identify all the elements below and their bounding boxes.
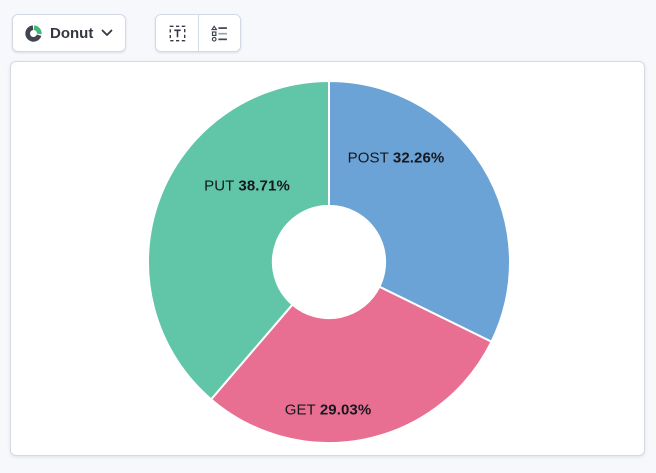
chart-toolbar-group [155,14,241,52]
chart-type-dropdown[interactable]: Donut [12,14,127,52]
chart-type-label: Donut [50,24,94,42]
chart-panel: POST 32.26% GET 29.03% PUT 38.71% [10,61,645,456]
donut-chart [147,80,511,444]
labels-settings-button[interactable] [156,15,198,51]
legend-settings-icon [211,24,228,42]
legend-settings-button[interactable] [198,15,240,51]
pie-slice-post[interactable] [328,80,511,343]
chevron-down-icon [101,29,113,37]
donut-chart-icon [25,24,42,42]
text-labels-icon [169,25,186,42]
toolbar: Donut [0,0,656,61]
pie-slice-get[interactable] [210,285,493,444]
pie-slice-put[interactable] [147,80,330,401]
